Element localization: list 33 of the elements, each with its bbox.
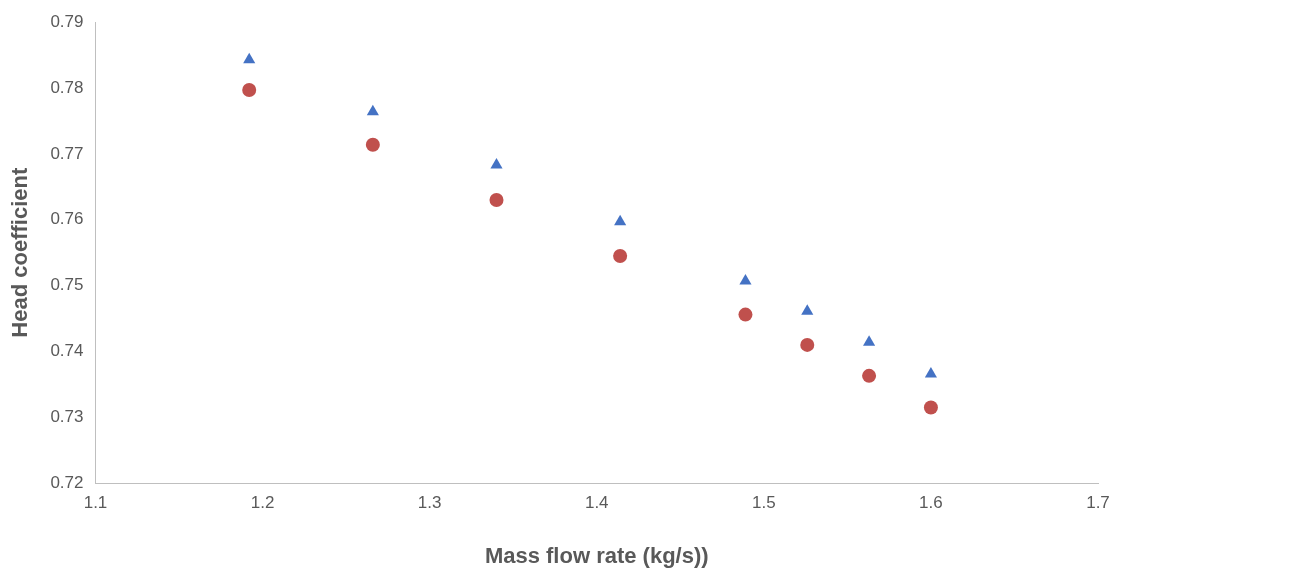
y-tick-label: 0.73 <box>50 407 84 427</box>
point <box>923 400 938 415</box>
x-tick-label: 1.5 <box>752 493 776 513</box>
x-tick-label: 1.1 <box>83 493 108 513</box>
y-tick-label: 0.74 <box>50 341 84 361</box>
point <box>924 366 937 378</box>
point <box>863 335 876 346</box>
y-tick-label: 0.77 <box>50 143 84 163</box>
point <box>801 304 814 315</box>
point <box>365 137 380 152</box>
y-tick-label: 0.78 <box>50 77 84 97</box>
x-tick-label: 1.7 <box>1086 493 1110 513</box>
x-axis-title: Mass flow rate (kg/s)) <box>484 542 709 568</box>
x-tick-label: 1.6 <box>919 493 943 513</box>
point <box>614 214 627 226</box>
y-tick-label: 0.75 <box>50 275 84 295</box>
point <box>862 368 877 383</box>
y-tick-label: 0.76 <box>50 209 84 229</box>
y-tick-label: 0.79 <box>50 11 84 31</box>
x-tick-label: 1.2 <box>250 493 275 513</box>
x-tick-label: 1.3 <box>417 493 442 513</box>
point <box>489 193 504 208</box>
point <box>739 274 752 285</box>
point <box>490 158 503 169</box>
point <box>243 52 256 64</box>
point <box>242 83 257 98</box>
x-tick-label: 1.4 <box>584 493 609 513</box>
point <box>613 248 628 263</box>
point <box>738 307 753 322</box>
y-axis-title: Head coefficient <box>7 167 33 338</box>
point <box>800 337 815 352</box>
y-tick-label: 0.72 <box>50 472 84 492</box>
point <box>366 104 379 116</box>
